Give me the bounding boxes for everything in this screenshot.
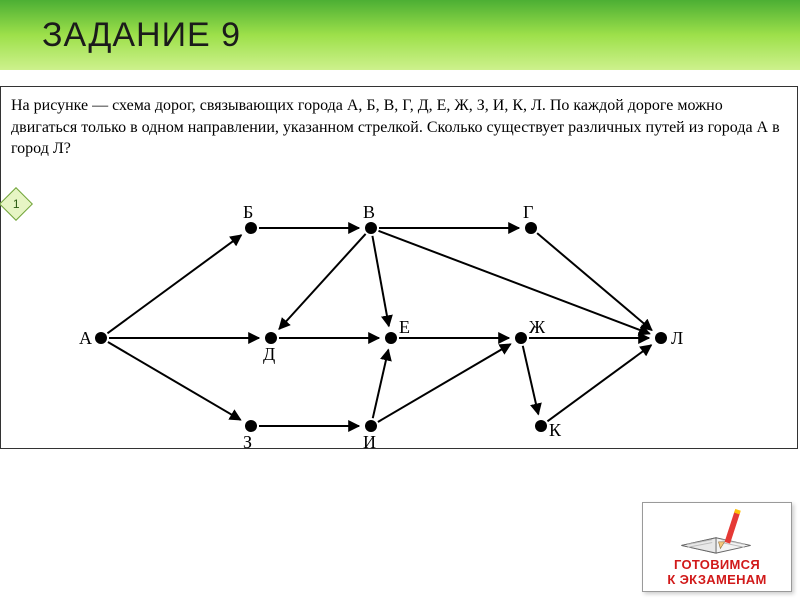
task-number: 1 [13,197,20,211]
edge-K-L [547,345,651,421]
node-label-D: Д [263,344,275,364]
node-G [525,222,537,234]
edge-V-L [378,231,649,334]
node-L [655,332,667,344]
node-D [265,332,277,344]
exam-caption-2: К ЭКЗАМЕНАМ [667,572,766,587]
node-V [365,222,377,234]
book-pencil-icon [672,507,762,557]
node-J [515,332,527,344]
graph-area: А Б В Г Д Е Ж Л З И К [1,168,797,448]
edge-V-E [372,236,388,326]
edge-I-E [373,349,389,417]
node-label-K: К [549,420,562,440]
edge-A-B [107,235,241,333]
node-label-Z: З [243,432,252,448]
node-label-B: Б [243,202,253,222]
page-root: ЗАДАНИЕ 9 На рисунке — схема дорог, связ… [0,0,800,600]
header-bar: ЗАДАНИЕ 9 [0,0,800,70]
edge-V-D [279,234,366,329]
node-label-E: Е [399,317,410,337]
edge-I-J [378,344,511,422]
edge-A-Z [108,342,241,420]
node-label-G: Г [523,202,533,222]
exam-caption-1: ГОТОВИМСЯ [674,557,760,572]
node-K [535,420,547,432]
node-B [245,222,257,234]
edge-J-K [523,346,539,414]
edge-G-L [537,233,652,330]
problem-box: На рисунке — схема дорог, связывающих го… [0,86,798,449]
road-graph: А Б В Г Д Е Ж Л З И К [1,168,799,448]
exam-prep-badge: ГОТОВИМСЯ К ЭКЗАМЕНАМ [642,502,792,592]
problem-text: На рисунке — схема дорог, связывающих го… [1,87,797,168]
node-Z [245,420,257,432]
node-label-J: Ж [529,317,546,337]
node-label-I: И [363,432,376,448]
node-label-L: Л [671,328,683,348]
node-label-A: А [79,328,92,348]
page-title: ЗАДАНИЕ 9 [0,16,241,55]
node-A [95,332,107,344]
node-I [365,420,377,432]
node-E [385,332,397,344]
node-label-V: В [363,202,375,222]
